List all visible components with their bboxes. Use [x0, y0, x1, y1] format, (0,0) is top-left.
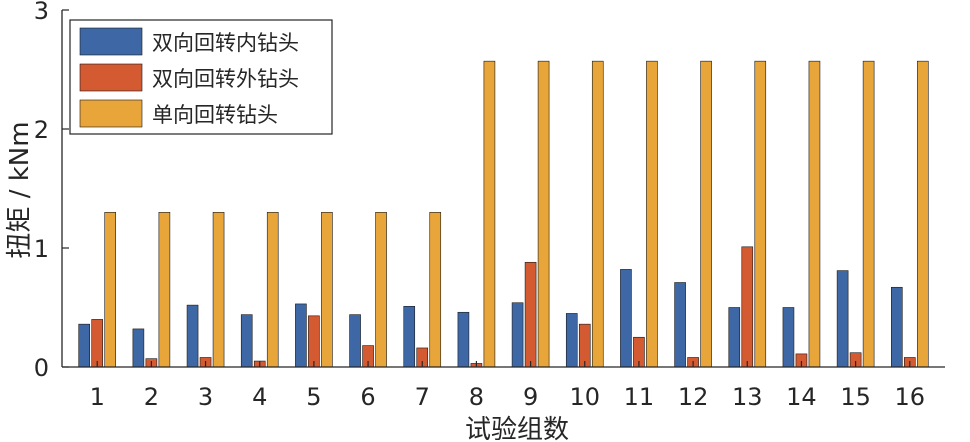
bar-series-2-group-10: [578, 323, 591, 368]
bar-series-2-group-9: [524, 261, 537, 368]
x-tick-label: 2: [144, 383, 159, 411]
bar-series-3-group-2: [158, 212, 171, 368]
bar-series-3-group-10: [591, 60, 604, 368]
bar-series-3-group-9: [537, 60, 550, 368]
legend-label-3: 单向回转钻头: [152, 103, 278, 127]
bar-series-3-group-11: [646, 60, 658, 368]
bar-series-1-group-12: [674, 282, 686, 368]
bar-series-1-group-11: [620, 269, 632, 368]
bar-series-1-group-16: [890, 286, 903, 368]
y-tick-label: 0: [34, 354, 49, 382]
x-tick-label: 8: [469, 383, 484, 411]
bar-series-1-group-3: [186, 304, 199, 368]
x-tick-label: 15: [840, 383, 871, 411]
bar-series-3-group-5: [321, 212, 333, 368]
bar-series-3-group-15: [862, 60, 875, 368]
bar-series-2-group-5: [308, 315, 320, 368]
bar-series-3-group-1: [104, 212, 117, 368]
y-axis-label: 扭矩 / kNm: [5, 121, 35, 258]
x-tick-label: 14: [786, 383, 817, 411]
bars: [78, 60, 929, 368]
bar-series-3-group-3: [212, 212, 225, 368]
x-axis-label: 试验组数: [465, 415, 569, 442]
bar-series-3-group-14: [808, 60, 821, 368]
bar-series-1-group-1: [78, 323, 91, 368]
bar-series-1-group-9: [511, 302, 524, 368]
legend-swatch-2: [79, 63, 143, 92]
x-tick-label: 10: [569, 383, 600, 411]
x-tick-label: 12: [678, 383, 709, 411]
bar-series-2-group-13: [741, 246, 754, 368]
bar-series-3-group-4: [266, 212, 279, 368]
x-tick-label: 3: [198, 383, 213, 411]
y-tick-label: 2: [34, 116, 49, 144]
bar-series-1-group-2: [132, 328, 145, 368]
y-tick-label: 3: [34, 0, 49, 25]
legend-label-2: 双向回转外钻头: [152, 67, 299, 91]
bar-series-1-group-13: [728, 307, 741, 368]
x-tick-label: 16: [895, 383, 926, 411]
x-tick-label: 13: [732, 383, 763, 411]
bar-series-1-group-5: [295, 303, 307, 368]
bar-series-3-group-16: [916, 60, 929, 368]
x-tick-label: 1: [90, 383, 105, 411]
x-tick-label: 9: [523, 383, 538, 411]
bar-series-1-group-10: [565, 313, 578, 368]
x-tick-label: 7: [415, 383, 430, 411]
bar-series-1-group-15: [836, 270, 849, 368]
legend-swatch-1: [79, 27, 143, 56]
x-tick-label: 4: [252, 383, 267, 411]
x-tick-label: 6: [360, 383, 375, 411]
bar-series-3-group-13: [754, 60, 767, 368]
bar-series-1-group-7: [403, 306, 416, 368]
bar-series-1-group-14: [782, 307, 795, 368]
x-tick-label: 11: [624, 383, 655, 411]
bar-series-3-group-7: [429, 212, 442, 368]
bar-series-1-group-8: [457, 311, 470, 368]
bar-series-2-group-1: [91, 319, 104, 368]
bar-series-3-group-8: [483, 60, 496, 368]
bar-series-3-group-12: [700, 60, 712, 368]
legend-label-1: 双向回转内钻头: [152, 31, 299, 55]
bar-series-1-group-6: [349, 314, 361, 368]
y-tick-label: 1: [34, 235, 49, 263]
legend-swatch-3: [79, 99, 143, 128]
bar-series-1-group-4: [240, 314, 253, 368]
bar-series-3-group-6: [375, 212, 387, 368]
x-tick-label: 5: [306, 383, 321, 411]
